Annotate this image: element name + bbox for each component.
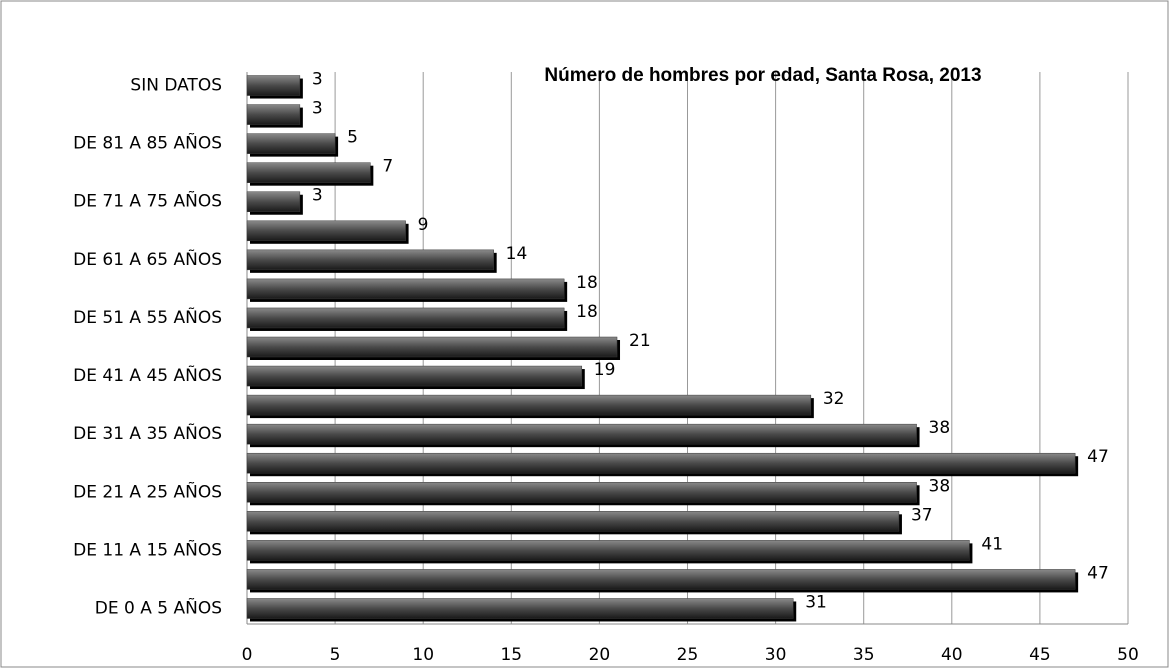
y-tick-label: DE 71 A 75 AÑOS xyxy=(73,190,222,212)
chart-title: Número de hombres por edad, Santa Rosa, … xyxy=(544,65,981,86)
x-tick-label: 25 xyxy=(677,645,699,665)
bar xyxy=(246,307,565,329)
data-label: 21 xyxy=(629,331,651,351)
x-tick-label: 40 xyxy=(941,645,963,665)
y-tick-label: DE 41 A 45 AÑOS xyxy=(73,364,222,386)
x-tick-label: 0 xyxy=(242,645,253,665)
data-label: 31 xyxy=(805,592,827,612)
bar xyxy=(246,336,618,358)
x-tick-label: 35 xyxy=(853,645,875,665)
bar xyxy=(246,452,1076,474)
bar xyxy=(246,394,812,416)
x-tick-label: 45 xyxy=(1029,645,1051,665)
x-tick-label: 5 xyxy=(330,645,341,665)
x-tick-label: 10 xyxy=(412,645,434,665)
bar xyxy=(246,104,301,125)
data-label: 3 xyxy=(312,99,323,119)
bar xyxy=(246,482,917,503)
data-label: 19 xyxy=(594,360,616,380)
bar xyxy=(246,540,970,561)
y-tick-label: DE 11 A 15 AÑOS xyxy=(73,538,222,560)
data-label: 18 xyxy=(576,273,598,293)
bar xyxy=(246,75,301,96)
bar xyxy=(246,598,794,619)
y-tick-label: DE 81 A 85 AÑOS xyxy=(73,132,222,154)
bar xyxy=(246,365,583,387)
bar xyxy=(246,278,565,300)
x-tick-label: 15 xyxy=(500,645,522,665)
y-tick-label: DE 0 A 5 AÑOS xyxy=(95,596,222,618)
bar xyxy=(246,511,900,532)
bar xyxy=(246,220,406,242)
bar xyxy=(246,162,371,183)
data-label: 18 xyxy=(576,302,598,322)
y-tick-label: DE 61 A 65 AÑOS xyxy=(73,248,222,270)
bar xyxy=(246,191,301,212)
y-tick-label: DE 51 A 55 AÑOS xyxy=(73,306,222,328)
data-label: 41 xyxy=(981,534,1003,554)
data-label: 47 xyxy=(1087,447,1109,467)
y-tick-label: SIN DATOS xyxy=(130,76,222,96)
y-tick-label: DE 21 A 25 AÑOS xyxy=(73,480,222,502)
data-label: 14 xyxy=(506,244,528,264)
bar xyxy=(246,133,336,154)
data-label: 38 xyxy=(929,476,951,496)
data-label: 47 xyxy=(1087,563,1109,583)
bar xyxy=(246,423,917,445)
bar xyxy=(246,569,1076,590)
data-label: 38 xyxy=(929,418,951,438)
data-label: 5 xyxy=(347,128,358,148)
data-label: 3 xyxy=(312,70,323,90)
data-label: 32 xyxy=(823,389,845,409)
data-label: 9 xyxy=(418,215,429,235)
data-label: 37 xyxy=(911,505,933,525)
x-tick-label: 20 xyxy=(589,645,611,665)
x-tick-label: 30 xyxy=(765,645,787,665)
y-tick-label: DE 31 A 35 AÑOS xyxy=(73,422,222,444)
x-tick-label: 50 xyxy=(1117,645,1139,665)
bar xyxy=(246,249,494,271)
data-label: 7 xyxy=(382,157,393,177)
data-label: 3 xyxy=(312,186,323,206)
